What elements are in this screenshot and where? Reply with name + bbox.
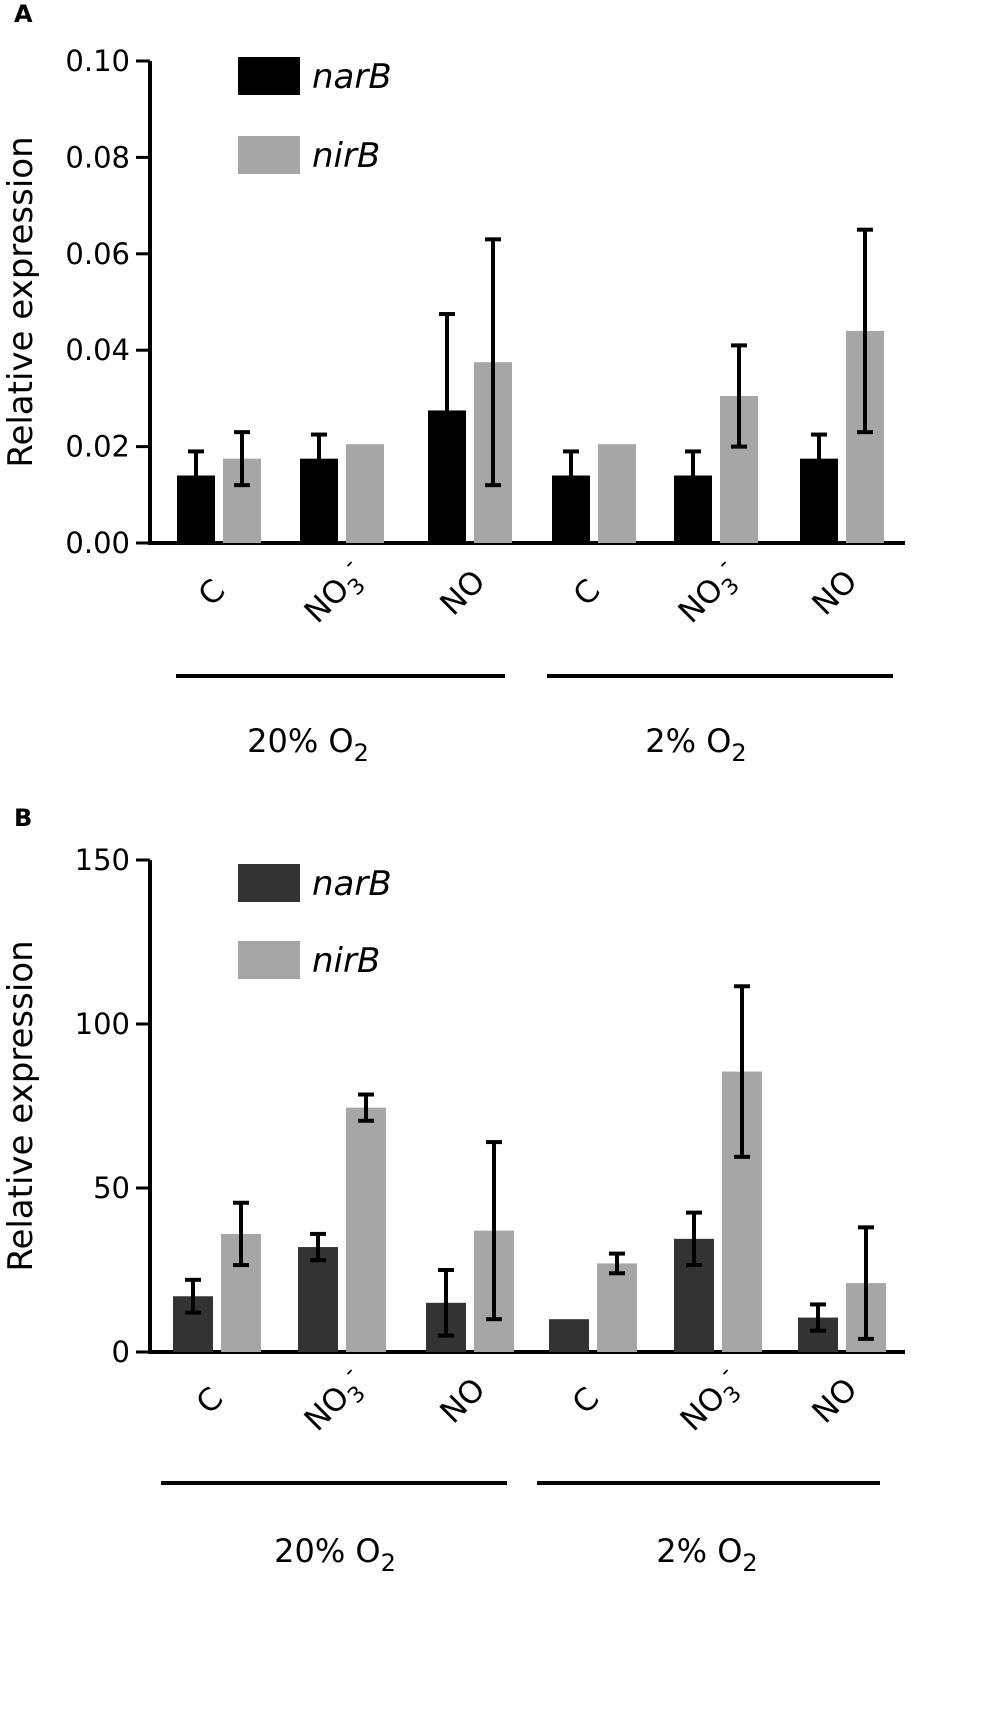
y-tick-label: 0.10 <box>65 44 130 78</box>
category-label-3: C <box>566 1381 607 1422</box>
y-tick-label: 0 <box>112 1335 130 1369</box>
category-label-2: NO <box>433 563 492 622</box>
category-label-4: NO3- <box>670 1360 752 1442</box>
panel-a-chart: 0.00 0.02 0.04 0.06 0.08 0.10 Relative express… <box>1 44 905 767</box>
category-label-5: NO <box>805 1371 864 1430</box>
category-label-3: C <box>567 573 608 614</box>
legend-label-nirB: nirB <box>312 941 380 981</box>
legend-swatch-narB <box>238 57 300 95</box>
y-tick-label: 0.04 <box>65 333 130 367</box>
y-tick-label: 0.00 <box>65 526 130 560</box>
bar-nirB-1 <box>346 444 384 543</box>
category-label-0: C <box>192 573 233 614</box>
panel-a-letter: A <box>14 0 33 28</box>
y-tick-label: 50 <box>93 1171 130 1205</box>
legend-swatch-narB <box>238 864 300 902</box>
bar-narB-1 <box>298 1247 338 1352</box>
legend-label-nirB: nirB <box>312 136 380 176</box>
group-label-1: 2% O2 <box>656 1532 757 1577</box>
legend-label-narB: narB <box>312 864 392 904</box>
bar-nirB-3 <box>597 1263 637 1352</box>
legend-label-narB: narB <box>312 57 392 97</box>
panel-b-letter: B <box>14 804 32 832</box>
category-label-1: NO3- <box>294 1360 376 1442</box>
y-tick-label: 100 <box>75 1007 130 1041</box>
group-label-0: 20% O2 <box>247 722 369 767</box>
legend-swatch-nirB <box>238 136 300 174</box>
group-label-0: 20% O2 <box>274 1532 396 1577</box>
bar-nirB-1 <box>346 1107 386 1352</box>
category-label-1: NO3- <box>294 552 376 634</box>
y-tick-label: 0.08 <box>65 140 130 174</box>
category-label-5: NO <box>805 563 864 622</box>
y-tick-label: 0.06 <box>65 237 130 271</box>
group-label-1: 2% O2 <box>645 722 746 767</box>
bar-narB-3 <box>549 1319 589 1352</box>
category-label-4: NO3- <box>668 552 750 634</box>
legend-swatch-nirB <box>238 941 300 979</box>
panel-b-chart: 0 50 100 150 Relative expression C NO3- NO C NO3-… <box>1 843 905 1577</box>
y-axis-title: Relative expression <box>1 136 41 467</box>
y-axis-title: Relative expression <box>1 940 41 1271</box>
category-label-2: NO <box>433 1371 492 1430</box>
bar-nirB-3 <box>598 444 636 543</box>
y-tick-label: 0.02 <box>65 430 130 464</box>
y-tick-label: 150 <box>75 843 130 877</box>
category-label-0: C <box>190 1381 231 1422</box>
